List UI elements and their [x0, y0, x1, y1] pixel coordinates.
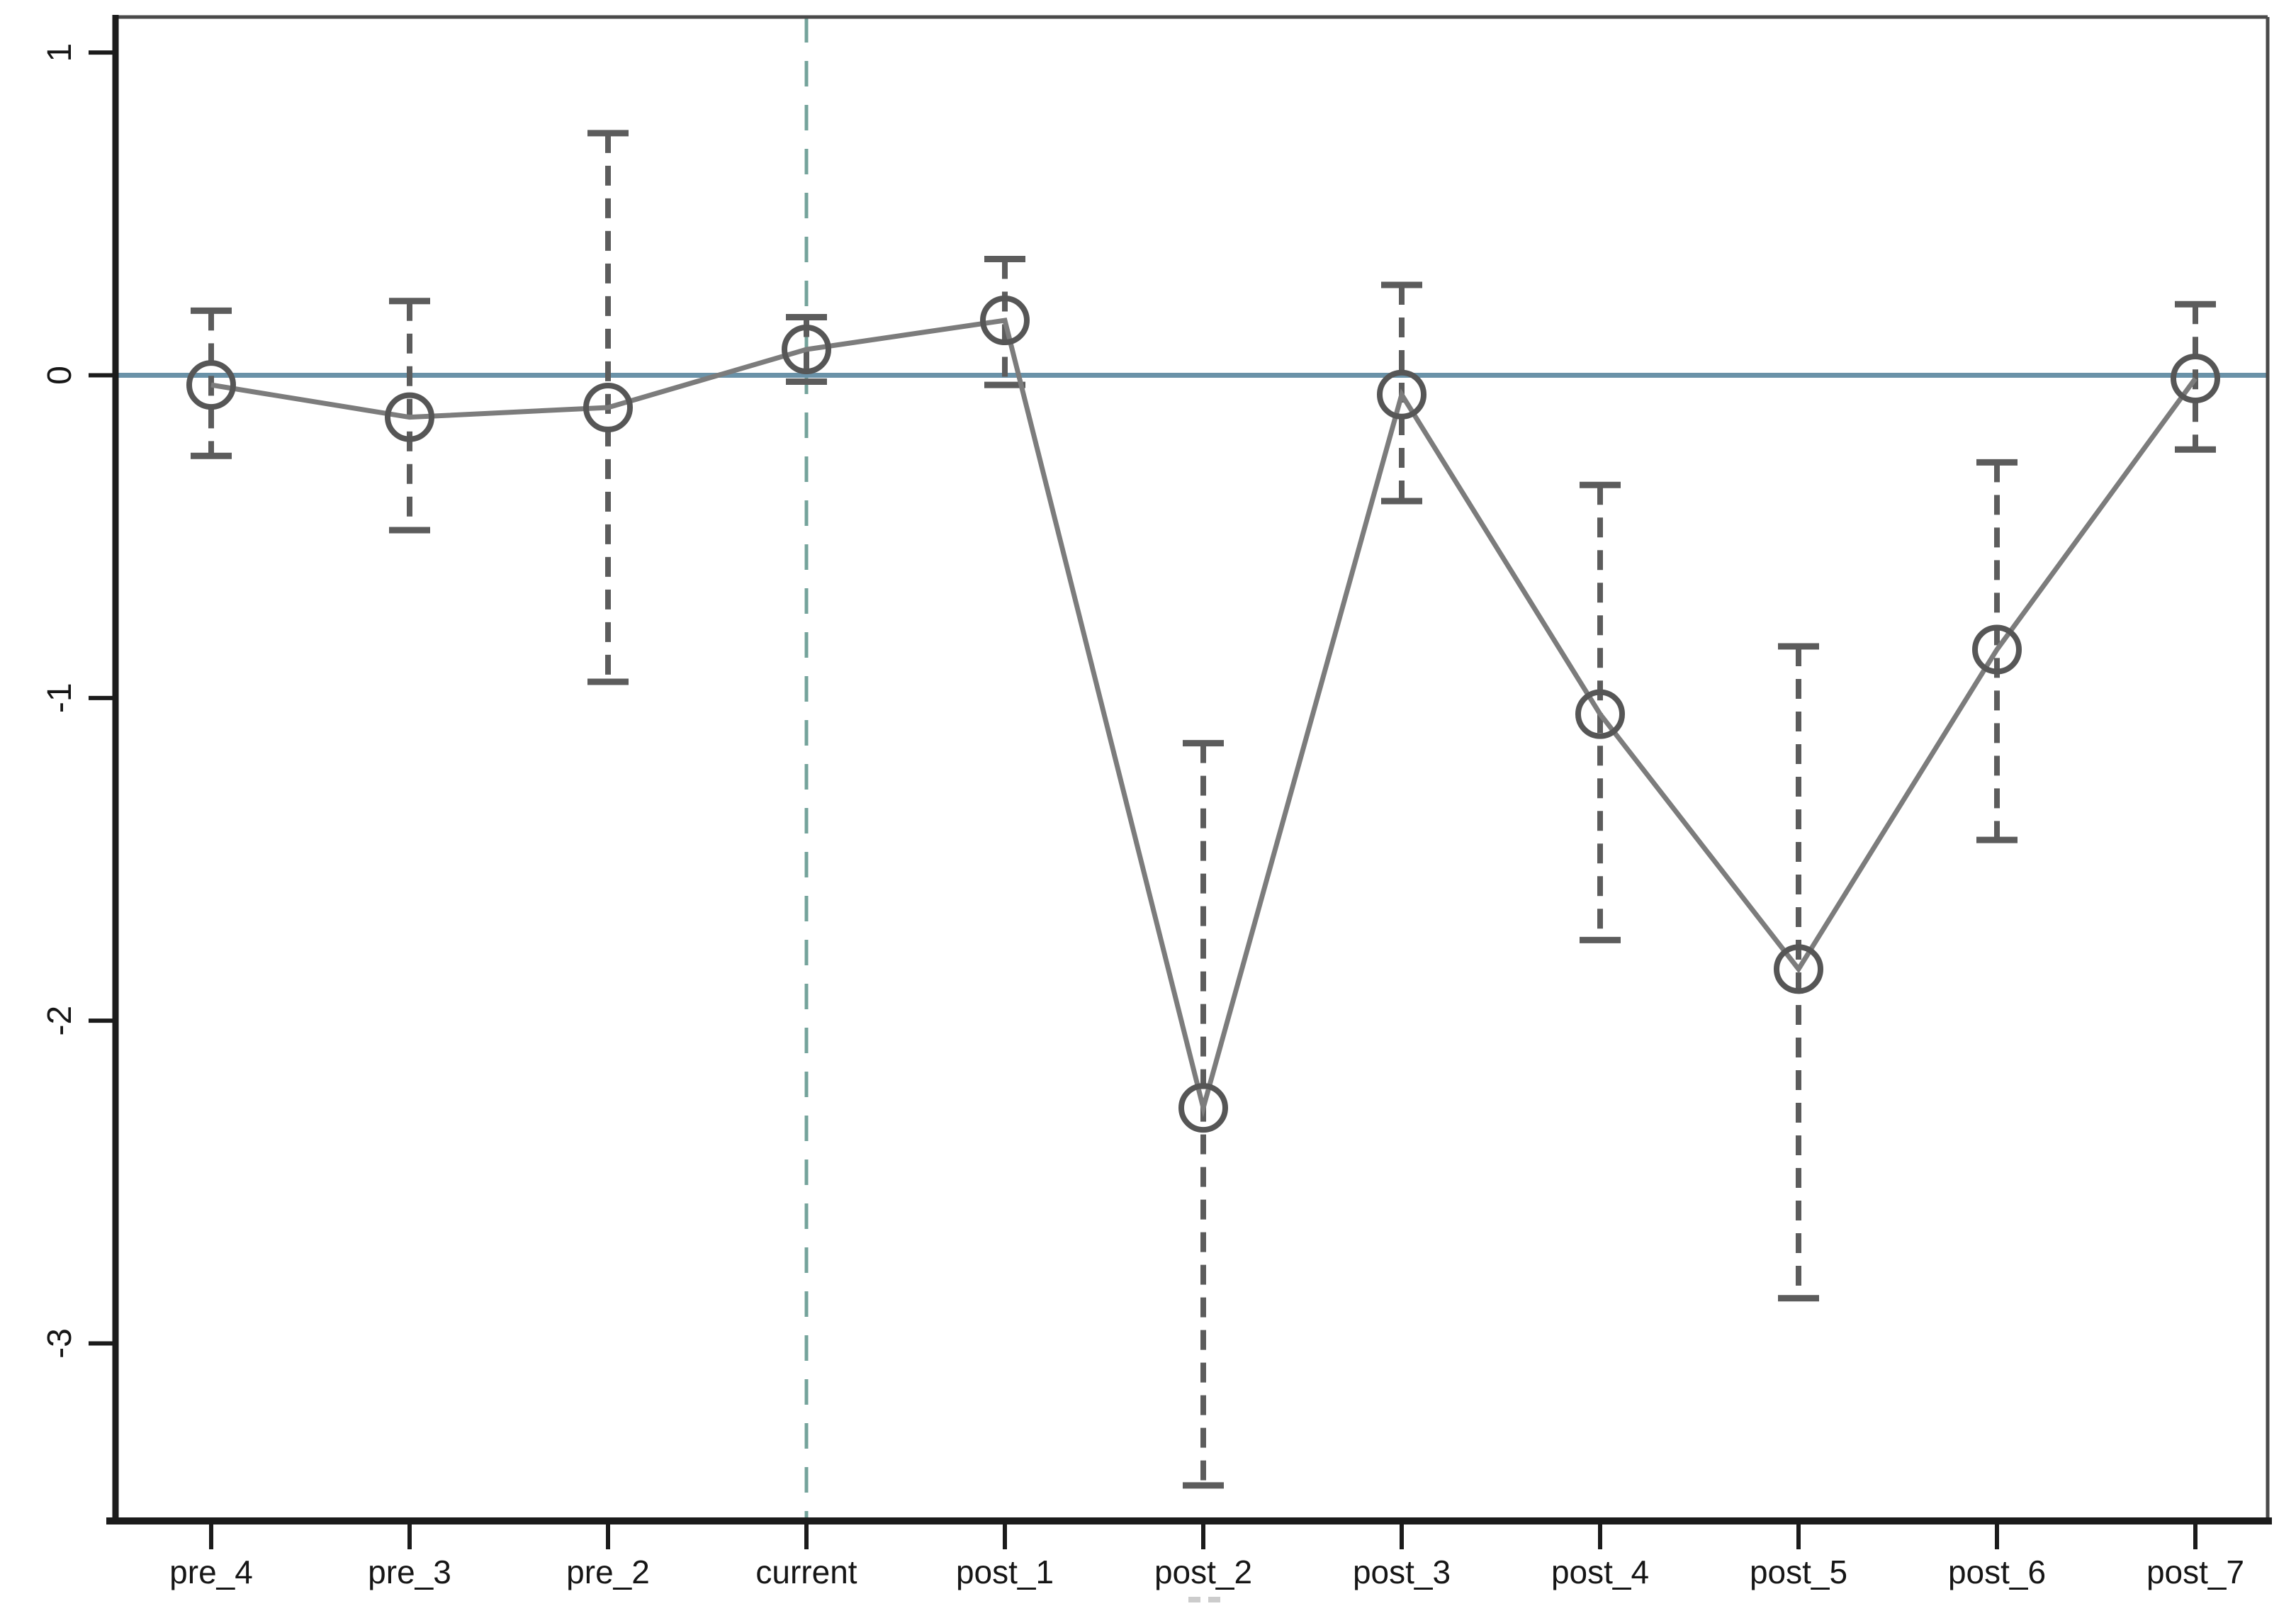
y-tick-label--2: -2 — [41, 1006, 79, 1036]
y-tick-label-1: 1 — [41, 43, 79, 62]
y-tick-label-0: 0 — [41, 366, 79, 385]
data-point-pre_2 — [583, 382, 633, 432]
x-tick-label-post_2: post_2 — [1154, 1554, 1252, 1590]
data-point-current — [782, 325, 831, 375]
data-point-pre_3 — [385, 392, 434, 442]
x-tick-label-current: current — [755, 1554, 857, 1590]
x-tick-label-pre_3: pre_3 — [368, 1554, 451, 1590]
data-point-pre_4 — [186, 360, 236, 410]
data-point-post_2 — [1178, 1083, 1228, 1133]
x-tick-label-post_4: post_4 — [1551, 1554, 1649, 1590]
cropped-axis-title-remnant — [1208, 1597, 1220, 1602]
data-point-post_3 — [1377, 369, 1426, 420]
y-tick-label--3: -3 — [41, 1328, 79, 1359]
cropped-axis-title-remnant — [1188, 1597, 1200, 1602]
data-point-post_5 — [1774, 944, 1823, 994]
data-point-post_4 — [1575, 689, 1625, 739]
x-tick-label-post_5: post_5 — [1750, 1554, 1847, 1590]
data-point-post_7 — [2171, 354, 2220, 404]
data-point-post_1 — [980, 296, 1030, 346]
x-tick-label-pre_2: pre_2 — [566, 1554, 650, 1590]
x-tick-label-post_3: post_3 — [1353, 1554, 1451, 1590]
x-tick-label-pre_4: pre_4 — [169, 1554, 253, 1590]
x-tick-label-post_1: post_1 — [956, 1554, 1054, 1590]
estimate-line — [210, 318, 2197, 1118]
x-tick-label-post_7: post_7 — [2146, 1554, 2244, 1590]
x-tick-label-post_6: post_6 — [1948, 1554, 2046, 1590]
data-point-post_6 — [1972, 624, 2022, 675]
y-tick-label--1: -1 — [41, 683, 79, 713]
